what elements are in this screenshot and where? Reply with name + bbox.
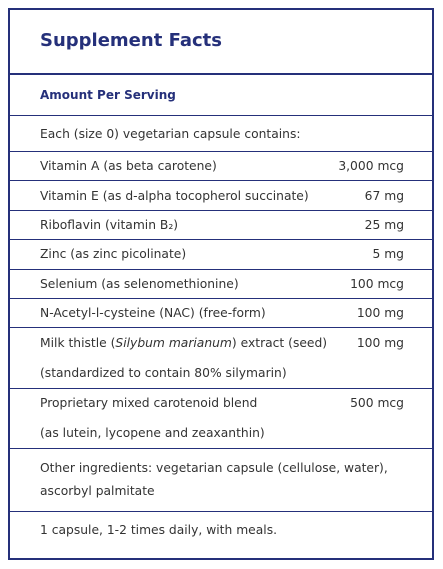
amount: 100 mg <box>356 336 404 351</box>
directions: 1 capsule, 1-2 times daily, with meals. <box>40 522 278 537</box>
name-part: Vitamin E (as d-alpha tocopherol succina… <box>40 188 309 203</box>
ingredient-row: Vitamin A (as beta carotene) 3,000 mcg <box>10 152 432 182</box>
note-row: (as lutein, lycopene and zeaxanthin) <box>10 418 432 450</box>
ingredient-row: Zinc (as zinc picolinate) 5 mg <box>10 240 432 270</box>
intro-row: Each (size 0) vegetarian capsule contain… <box>10 116 432 152</box>
name-part: N-Acetyl-l-cysteine (NAC) (free-form) <box>40 306 266 321</box>
ingredient-name: Proprietary mixed carotenoid blend <box>40 396 257 410</box>
amount: 5 mg <box>372 247 404 262</box>
note: (standardized to contain 80% silymarin) <box>40 365 287 380</box>
ingredient-name: N-Acetyl-l-cysteine (NAC) (free-form) <box>40 306 266 320</box>
subtitle: Amount Per Serving <box>40 88 176 102</box>
other-ingredients: Other ingredients: vegetarian capsule (c… <box>10 449 432 513</box>
directions-row: 1 capsule, 1-2 times daily, with meals. <box>10 512 432 547</box>
ingredient-row: N-Acetyl-l-cysteine (NAC) (free-form) 100… <box>10 299 432 329</box>
ingredient-name: Selenium (as selenomethionine) <box>40 277 239 291</box>
name-part: Milk thistle ( <box>40 336 116 351</box>
ingredient-name: Vitamin E (as d-alpha tocopherol succina… <box>40 189 309 203</box>
other-line: Other ingredients: vegetarian capsule (c… <box>40 461 388 476</box>
name-part: Vitamin A (as beta carotene) <box>40 159 217 174</box>
note: (as lutein, lycopene and zeaxanthin) <box>40 426 265 441</box>
name-part: Proprietary mixed carotenoid blend <box>40 396 258 411</box>
intro: Each (size 0) vegetarian capsule contain… <box>40 126 301 141</box>
amount: 100 mg <box>356 306 404 321</box>
facts-panel: Supplement Facts Amount Per Serving Each… <box>8 8 434 560</box>
ingredient-row: Vitamin E (as d-alpha tocopherol succina… <box>10 181 432 211</box>
ingredient-row: Proprietary mixed carotenoid blend 500 mc… <box>10 389 432 418</box>
amount: 67 mg <box>364 188 404 203</box>
note-row: (standardized to contain 80% silymarin) <box>10 358 432 389</box>
name-part: Silybum marianum <box>115 336 232 351</box>
amount: 3,000 mcg <box>338 159 404 174</box>
amount: 100 mcg <box>350 276 404 291</box>
other-line: ascorbyl palmitate <box>40 484 155 499</box>
name-part: ) extract (seed) <box>231 336 328 351</box>
ingredient-row: Selenium (as selenomethionine) 100 mcg <box>10 270 432 299</box>
ingredient-name: Zinc (as zinc picolinate) <box>40 247 186 261</box>
divider <box>10 73 432 75</box>
ingredient-row: Riboflavin (vitamin B₂) 25 mg <box>10 211 432 241</box>
title: Supplement Facts <box>40 30 222 51</box>
name-part: Zinc (as zinc picolinate) <box>40 247 187 262</box>
name-part: Riboflavin (vitamin B₂) <box>40 217 179 232</box>
ingredient-name: Vitamin A (as beta carotene) <box>40 159 217 173</box>
rows: Each (size 0) vegetarian capsule contain… <box>10 115 432 547</box>
ingredient-row: Milk thistle (Silybum marianum) extract … <box>10 328 432 357</box>
name-part: Selenium (as selenomethionine) <box>40 276 239 291</box>
amount: 25 mg <box>364 217 404 232</box>
ingredient-name: Riboflavin (vitamin B₂) <box>40 218 178 232</box>
amount: 500 mcg <box>350 396 404 411</box>
ingredient-name: Milk thistle (Silybum marianum) extract … <box>40 336 327 350</box>
